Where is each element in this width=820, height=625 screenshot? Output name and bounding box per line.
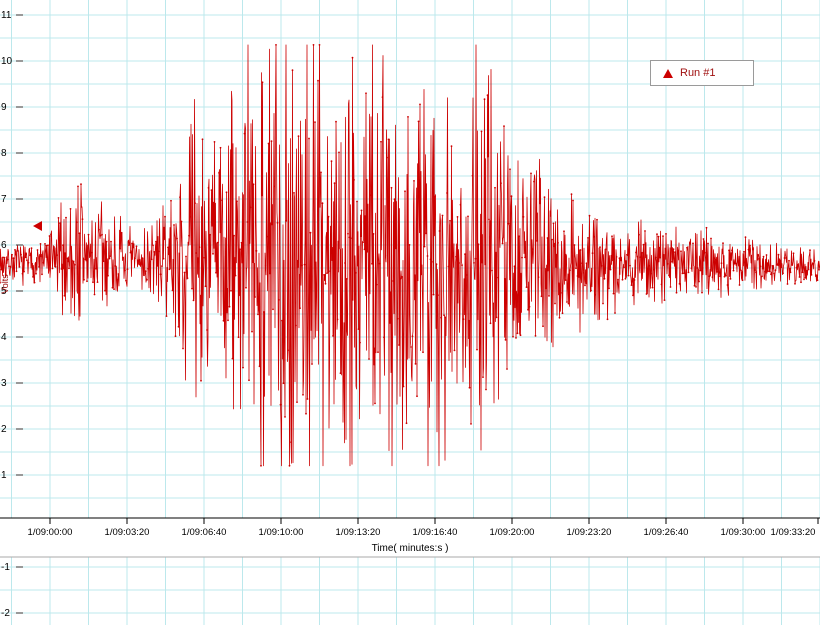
y-tick-label: 3 — [1, 378, 7, 389]
y-tick-label: 6 — [1, 240, 7, 251]
legend-run-marker-icon — [663, 68, 673, 78]
x-tick-label: 1/09:10:00 — [259, 527, 304, 538]
x-tick-label: 1/09:26:40 — [644, 527, 689, 538]
x-tick-label: 1/09:03:20 — [105, 527, 150, 538]
y-tick-label: 1 — [1, 470, 7, 481]
legend[interactable]: Run #1 — [650, 60, 754, 86]
y-axis-unit-label: Volts — [0, 274, 10, 294]
y-tick-label: 10 — [1, 56, 13, 67]
y-tick-label: 5 — [1, 286, 7, 297]
value-marker-icon[interactable] — [33, 221, 42, 231]
x-tick-label: 1/09:16:40 — [413, 527, 458, 538]
x-tick-label: 1/09:00:00 — [28, 527, 73, 538]
y-tick-label: 8 — [1, 148, 7, 159]
x-axis-title: Time( minutes:s ) — [372, 543, 449, 554]
y-tick-label: -2 — [1, 608, 10, 619]
y-tick-label: 7 — [1, 194, 7, 205]
y-tick-label: 11 — [1, 10, 12, 21]
y-tick-label: 4 — [1, 332, 7, 343]
x-tick-label: 1/09:06:40 — [182, 527, 227, 538]
x-tick-label: 1/09:20:00 — [490, 527, 535, 538]
series-run1 — [0, 44, 820, 467]
y-tick-label: 2 — [1, 424, 7, 435]
x-tick-label: 1/09:13:20 — [336, 527, 381, 538]
legend-run-label: Run #1 — [680, 66, 716, 79]
x-tick-label: 1/09:30:00 — [721, 527, 766, 538]
y-axis: 11 10 9 8 7 6 5 4 3 2 1 -1 -2 — [1, 10, 23, 619]
x-tick-label: 1/09:33:20 — [771, 527, 816, 538]
x-tick-label: 1/09:23:20 — [567, 527, 612, 538]
y-tick-label: -1 — [1, 562, 10, 573]
x-axis: 1/09:00:00 1/09:03:20 1/09:06:40 1/09:10:00… — [0, 517, 820, 558]
y-tick-label: 9 — [1, 102, 7, 113]
